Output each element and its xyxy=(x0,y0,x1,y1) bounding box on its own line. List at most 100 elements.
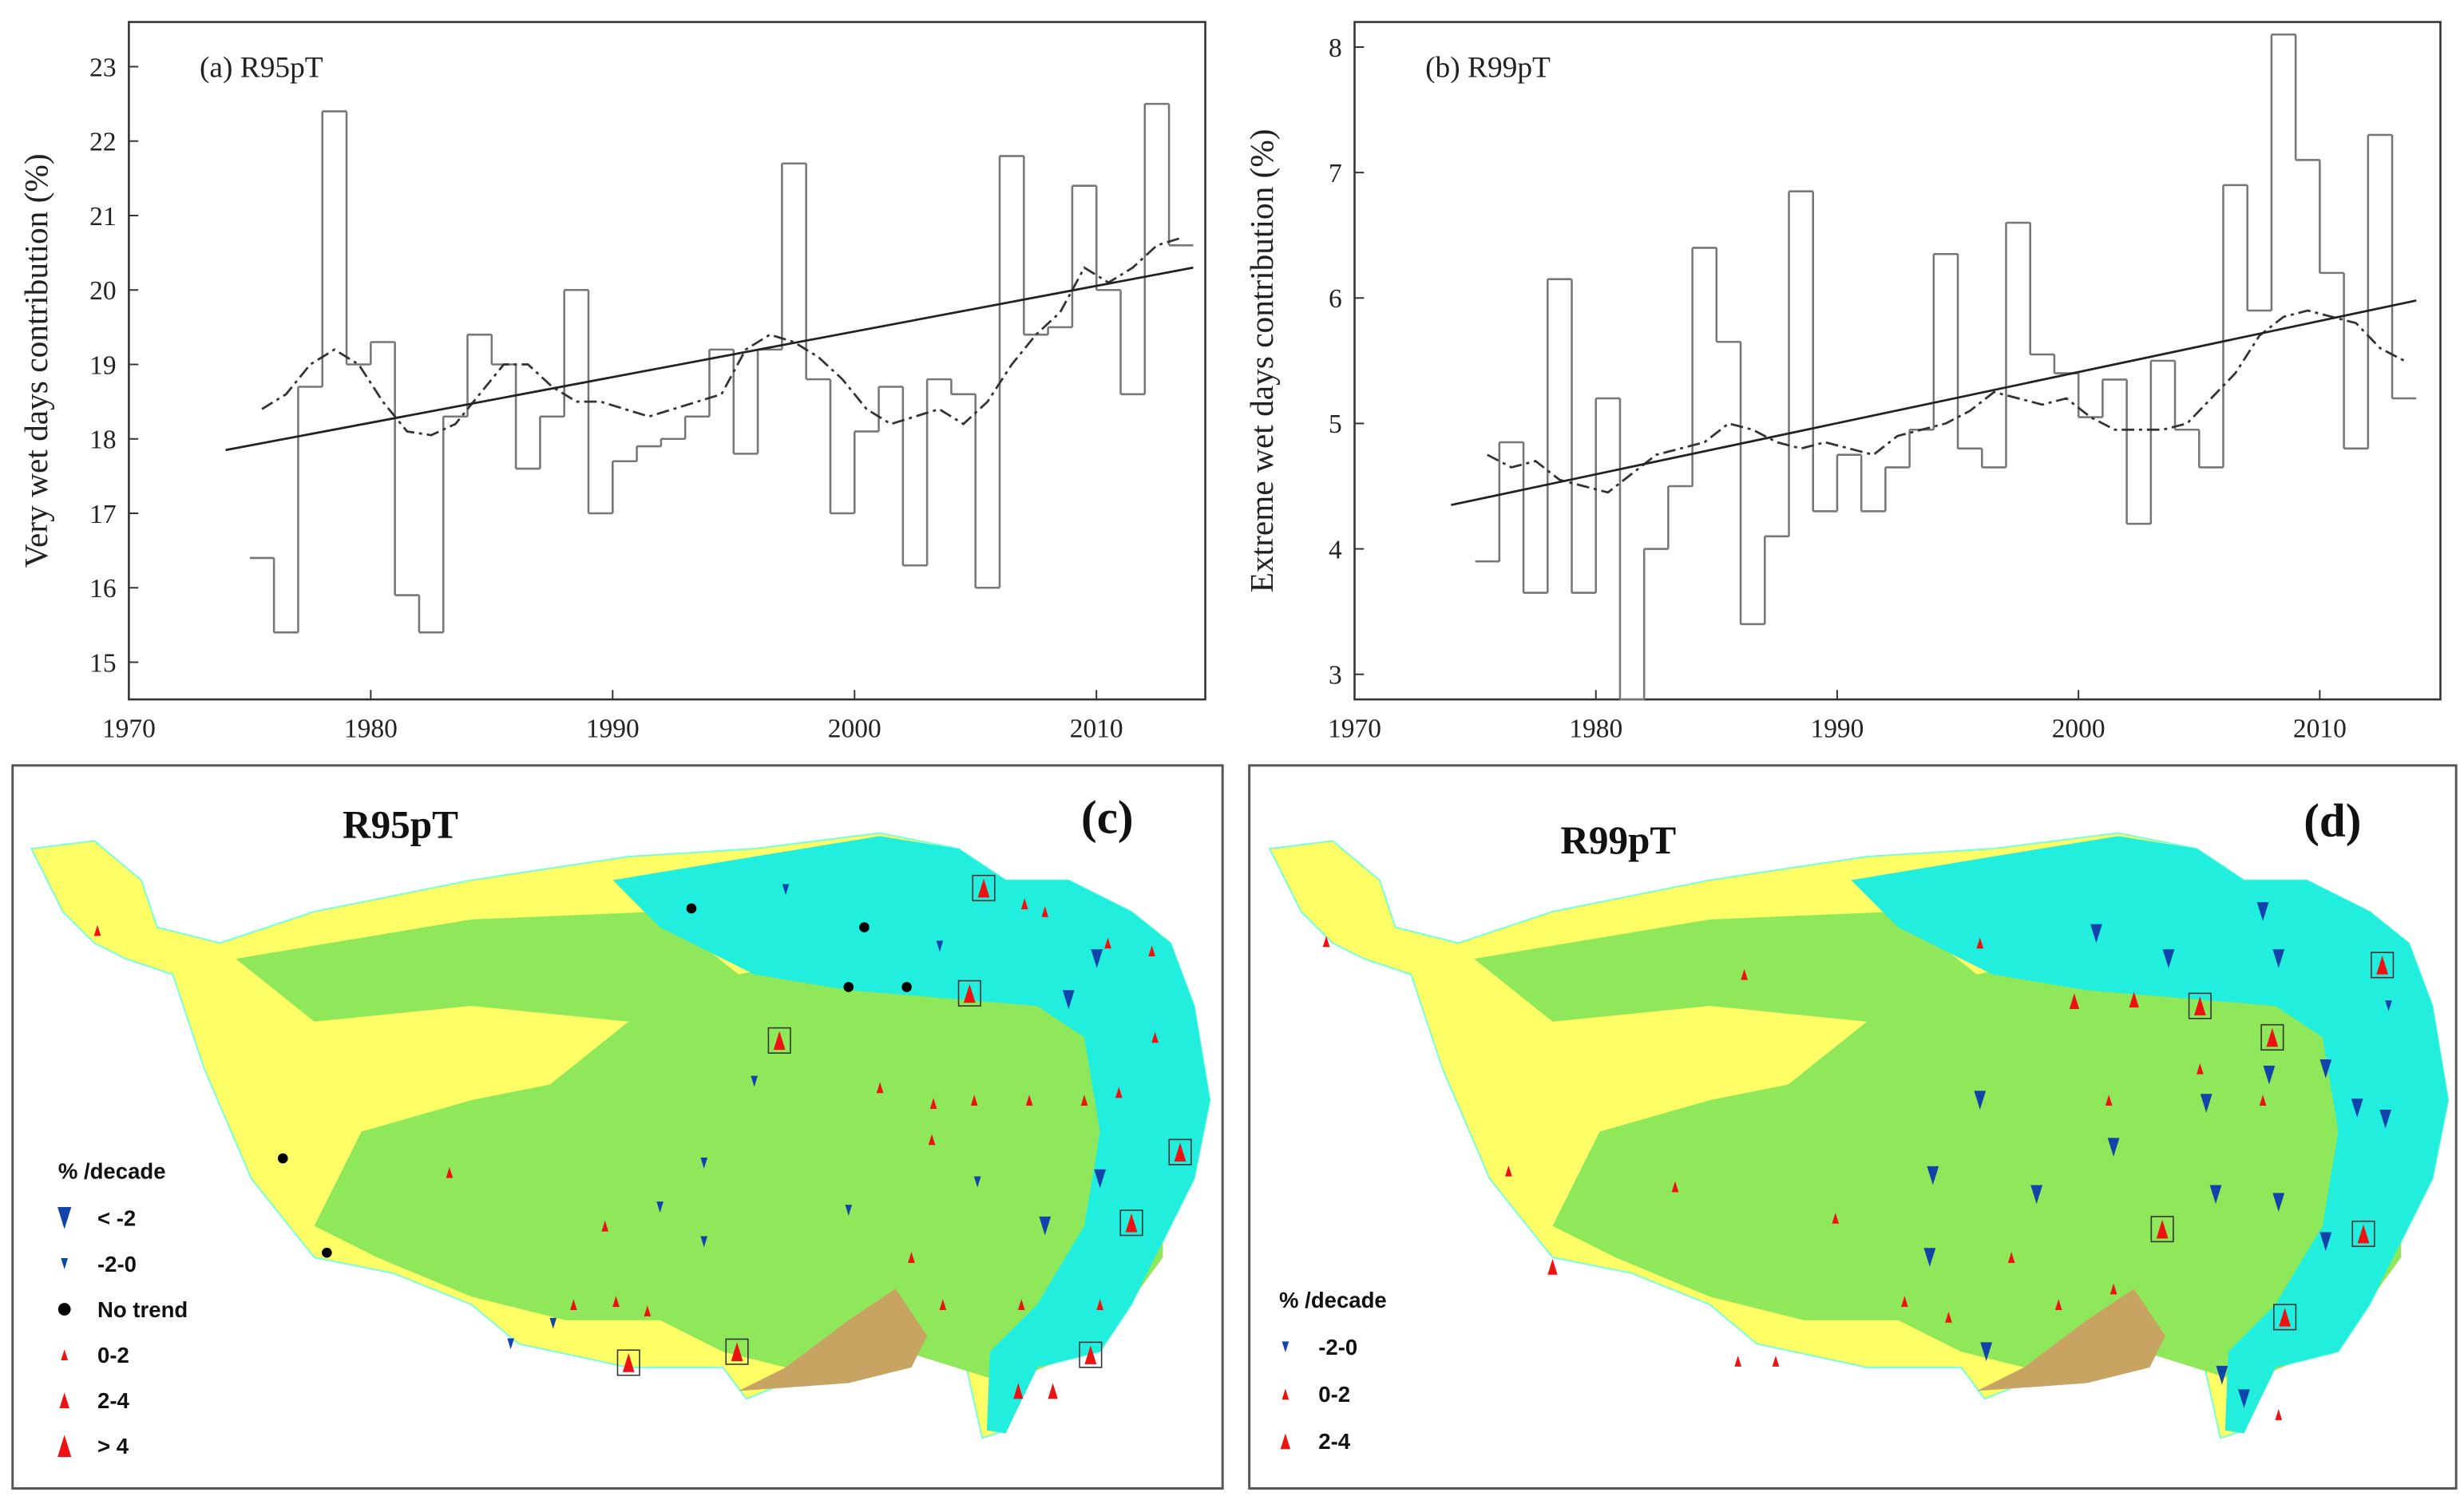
station-box xyxy=(2273,1304,2297,1331)
station-box xyxy=(1119,1209,1143,1237)
station xyxy=(2156,1219,2169,1239)
legend-symbol xyxy=(1282,1341,1289,1353)
station xyxy=(1020,898,1028,909)
station xyxy=(1832,1212,1840,1224)
station-box xyxy=(2351,1220,2375,1248)
map-title: R99pT xyxy=(1560,818,1676,862)
station-box xyxy=(2188,992,2212,1019)
station xyxy=(963,984,976,1003)
map: R99pT (d) % /decade -2-0 0-2 2-4 xyxy=(1268,794,2450,1454)
station xyxy=(2256,902,2269,921)
station xyxy=(1974,1090,1987,1110)
station xyxy=(2129,992,2139,1008)
station xyxy=(2090,924,2102,944)
station xyxy=(1048,1383,1058,1399)
station xyxy=(843,982,854,992)
station xyxy=(929,1098,937,1109)
station xyxy=(2238,1389,2250,1409)
y-tick-label: 3 xyxy=(1329,661,1342,691)
station xyxy=(2030,1185,2043,1205)
station xyxy=(939,1299,947,1311)
station-box xyxy=(972,874,996,901)
y-tick-label: 17 xyxy=(89,500,116,529)
station xyxy=(2216,1365,2228,1385)
legend-label: 2-4 xyxy=(97,1388,129,1413)
map: R95pT (c) % /decade < -2 -2-0 No trend 0-2 2-4 >… xyxy=(30,790,1211,1459)
y-tick-label: 5 xyxy=(1329,410,1342,439)
station xyxy=(2263,1065,2276,1085)
station-box xyxy=(2371,952,2395,979)
station xyxy=(1741,968,1748,980)
y-tick-label: 16 xyxy=(89,574,116,604)
station xyxy=(322,1247,332,1258)
station xyxy=(446,1166,454,1178)
y-tick-label: 15 xyxy=(89,648,116,678)
x-tick-label: 1990 xyxy=(586,714,640,743)
station xyxy=(1041,906,1049,917)
station xyxy=(1039,1216,1052,1236)
land-green xyxy=(1474,880,2402,1383)
y-tick-label: 19 xyxy=(89,350,116,380)
station xyxy=(1671,1181,1679,1193)
station xyxy=(1148,945,1155,957)
station xyxy=(1125,1213,1138,1233)
map-panel-label: (d) xyxy=(2304,794,2361,846)
legend-label: 0-2 xyxy=(1318,1382,1350,1407)
station xyxy=(876,1082,884,1094)
y-tick-label: 4 xyxy=(1329,535,1342,564)
legend-symbol xyxy=(61,1258,68,1269)
station xyxy=(2259,1094,2267,1106)
land-cyan xyxy=(612,836,1210,1434)
station xyxy=(1080,1094,1088,1106)
station xyxy=(700,1236,708,1248)
station xyxy=(2275,1409,2283,1420)
station xyxy=(1025,1094,1033,1106)
station xyxy=(2319,1059,2332,1079)
station xyxy=(845,1205,853,1216)
station xyxy=(2357,1224,2370,1244)
station xyxy=(1505,1165,1512,1177)
station xyxy=(1017,1299,1025,1311)
station-box xyxy=(2150,1216,2174,1243)
trend-line xyxy=(1451,299,2417,506)
x-tick-label: 1990 xyxy=(1810,714,1864,743)
legend-label: No trend xyxy=(97,1297,188,1322)
plot-frame xyxy=(1353,21,2442,701)
station xyxy=(2054,1299,2062,1311)
station-box xyxy=(1079,1341,1103,1368)
map-panel-label: (c) xyxy=(1081,790,1134,843)
legend-symbol xyxy=(61,1349,68,1361)
station xyxy=(859,922,870,932)
station xyxy=(2351,1098,2363,1118)
x-tick-label: 1970 xyxy=(1328,714,1381,743)
station xyxy=(2069,993,2080,1009)
station xyxy=(686,903,697,914)
smoothed-line xyxy=(261,236,1182,437)
legend-title: % /decade xyxy=(58,1159,166,1184)
station xyxy=(2200,1094,2212,1113)
station xyxy=(1013,1383,1024,1399)
legend-symbol xyxy=(57,1207,72,1229)
y-tick-label: 6 xyxy=(1329,284,1342,314)
station xyxy=(644,1305,652,1316)
station-box xyxy=(1168,1138,1192,1166)
chart: 3 4 5 6 7 8 1970 1980 1990 2000 2010 (b) R99pT Extre… xyxy=(1243,21,2442,743)
legend-title: % /decade xyxy=(1279,1288,1387,1312)
station-box xyxy=(957,980,981,1007)
station xyxy=(93,924,101,936)
station xyxy=(1322,936,1330,948)
station xyxy=(2109,1283,2117,1295)
station xyxy=(2197,1063,2204,1075)
station xyxy=(908,1252,915,1263)
station xyxy=(1976,937,1984,949)
station xyxy=(1980,1342,1993,1361)
x-tick-label: 1970 xyxy=(102,714,156,743)
station xyxy=(782,884,790,896)
legend-label: < -2 xyxy=(97,1206,136,1231)
station xyxy=(612,1296,620,1308)
x-tick-label: 1980 xyxy=(1569,714,1622,743)
x-tick-label: 2000 xyxy=(2052,714,2105,743)
chart: 15 16 17 18 19 20 21 22 23 1970 1980 1990 2000 2010 (a… xyxy=(18,21,1206,743)
station xyxy=(936,940,944,952)
station xyxy=(731,1342,743,1361)
